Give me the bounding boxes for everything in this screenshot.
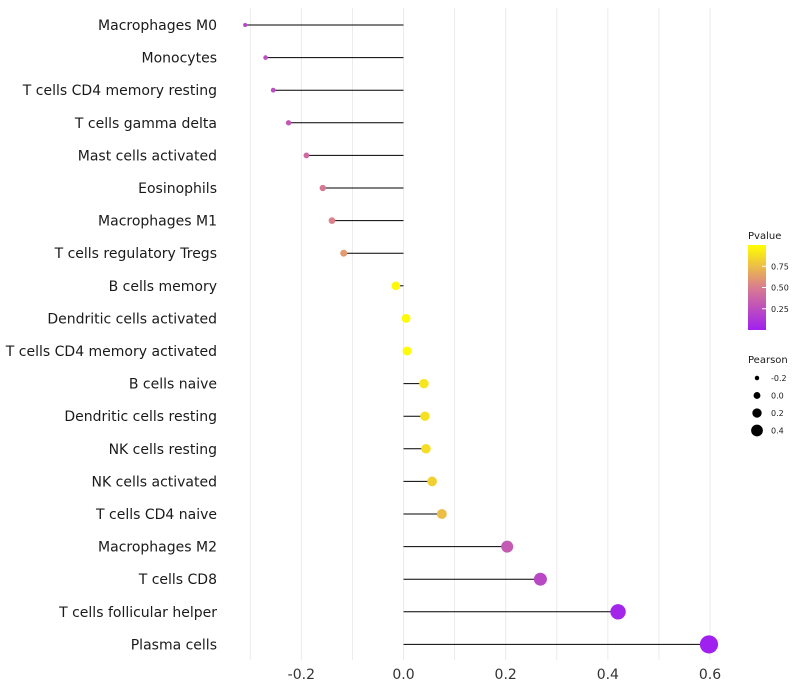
pvalue-colorbar bbox=[748, 245, 766, 330]
lollipop-point bbox=[243, 23, 248, 27]
lollipop-point bbox=[340, 249, 348, 257]
category-label: B cells memory bbox=[109, 279, 217, 295]
category-label: Eosinophils bbox=[138, 181, 217, 197]
lollipop-point bbox=[436, 508, 447, 520]
x-tick-label: 0.0 bbox=[392, 667, 414, 683]
pearson-legend-title: Pearson bbox=[748, 355, 788, 366]
category-label: Plasma cells bbox=[131, 637, 217, 653]
pvalue-tick-label: 0.75 bbox=[771, 262, 789, 271]
stem-layer bbox=[245, 24, 709, 645]
category-labels: Macrophages M0 Monocytes T cells CD4 memor… bbox=[5, 18, 217, 653]
x-tick-label: -0.2 bbox=[288, 667, 315, 683]
lollipop-point bbox=[699, 635, 719, 654]
category-label: T cells CD4 memory resting bbox=[22, 83, 217, 99]
pvalue-tick-label: 0.50 bbox=[771, 284, 789, 293]
pearson-key-label: 0.0 bbox=[771, 392, 784, 401]
category-label: Macrophages M0 bbox=[98, 18, 217, 34]
category-label: Dendritic cells activated bbox=[47, 311, 217, 327]
pearson-key-label: -0.2 bbox=[771, 374, 787, 383]
lollipop-point bbox=[501, 540, 514, 553]
x-tick-label: 0.2 bbox=[495, 667, 517, 683]
lollipop-point bbox=[263, 55, 268, 60]
category-label: T cells regulatory Tregs bbox=[54, 246, 217, 262]
lollipop-point bbox=[420, 411, 430, 421]
category-label: B cells naive bbox=[129, 377, 217, 393]
pvalue-legend-title: Pvalue bbox=[748, 231, 781, 242]
lollipop-point bbox=[270, 87, 276, 93]
category-label: Macrophages M2 bbox=[98, 540, 217, 556]
lollipop-point bbox=[391, 281, 401, 291]
pearson-legend-keys: -0.2 0.0 0.2 0.4 bbox=[751, 374, 787, 437]
pearson-key-dot bbox=[753, 392, 761, 399]
pvalue-legend-ticks: 0.75 0.50 0.25 bbox=[762, 262, 789, 314]
x-tick-label: 0.6 bbox=[699, 667, 721, 683]
pearson-key-dot bbox=[751, 424, 763, 437]
grid-layer bbox=[249, 8, 711, 660]
lollipop-point bbox=[419, 378, 429, 389]
category-label: T cells CD8 bbox=[138, 572, 217, 588]
category-label: T cells CD4 naive bbox=[95, 507, 217, 523]
pearson-key-dot bbox=[754, 375, 760, 381]
category-label: Monocytes bbox=[142, 51, 217, 67]
category-label: Macrophages M1 bbox=[98, 214, 217, 230]
pearson-key-dot bbox=[752, 408, 762, 418]
x-tick-label: 0.4 bbox=[597, 667, 619, 683]
lollipop-point bbox=[610, 604, 626, 620]
category-label: T cells gamma delta bbox=[74, 116, 217, 132]
category-label: T cells follicular helper bbox=[58, 605, 217, 621]
pearson-key-label: 0.2 bbox=[771, 409, 784, 418]
category-label: Mast cells activated bbox=[78, 148, 217, 164]
pvalue-tick-label: 0.25 bbox=[771, 305, 789, 314]
category-label: NK cells activated bbox=[92, 474, 217, 490]
lollipop-point bbox=[303, 152, 310, 159]
pearson-legend: Pearson -0.2 0.0 0.2 0.4 bbox=[748, 355, 788, 437]
category-label: T cells CD4 memory activated bbox=[5, 344, 217, 360]
lollipop-point bbox=[402, 346, 412, 356]
category-label: NK cells resting bbox=[109, 442, 217, 458]
lollipop-point bbox=[401, 313, 411, 323]
pvalue-legend: Pvalue 0.75 0.50 0.25 bbox=[748, 231, 789, 330]
x-axis-ticks: -0.2 0.0 0.2 0.4 0.6 bbox=[288, 667, 722, 683]
category-label: Dendritic cells resting bbox=[64, 409, 217, 425]
lollipop-point bbox=[328, 217, 336, 224]
point-layer bbox=[243, 23, 719, 654]
pearson-key-label: 0.4 bbox=[771, 427, 784, 436]
lollipop-point bbox=[533, 572, 547, 586]
lollipop-point bbox=[285, 120, 292, 126]
lollipop-point bbox=[427, 476, 437, 487]
lollipop-point bbox=[421, 444, 431, 454]
lollipop-point bbox=[319, 184, 326, 192]
